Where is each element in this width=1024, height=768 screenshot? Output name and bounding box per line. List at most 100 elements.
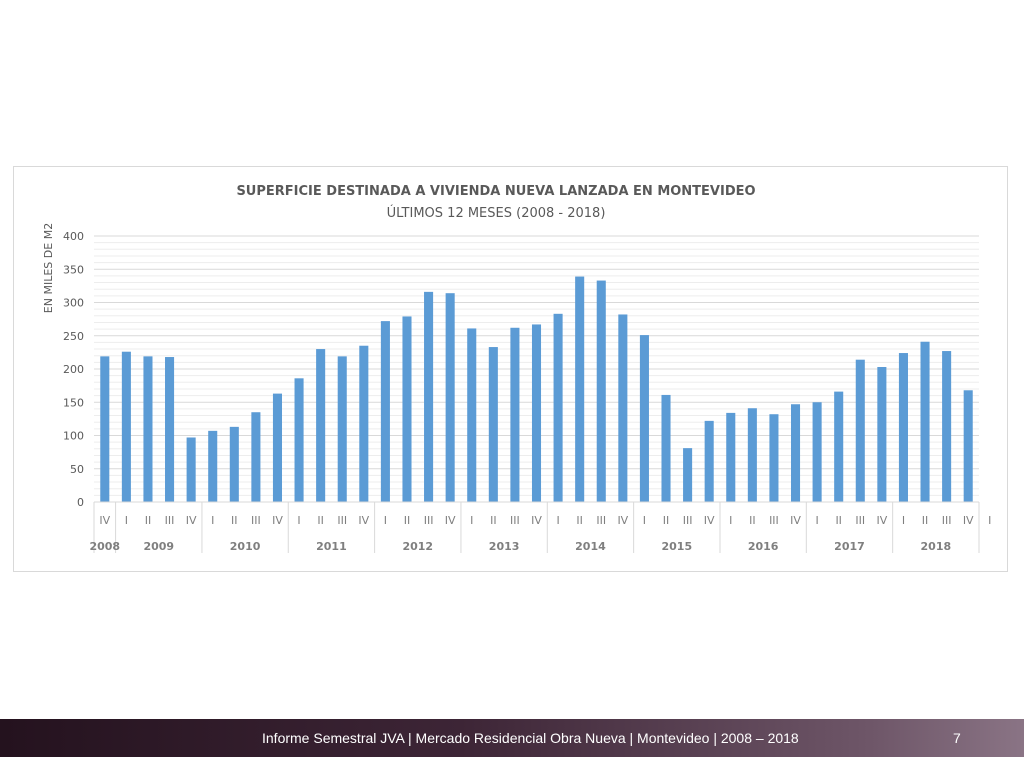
x-year-label: 2010 <box>230 540 261 553</box>
bar <box>769 414 779 502</box>
chart-container: SUPERFICIE DESTINADA A VIVIENDA NUEVA LA… <box>13 166 1009 572</box>
bar <box>251 412 261 502</box>
y-tick-label: 50 <box>70 463 84 476</box>
x-quarter-label: IV <box>790 514 801 527</box>
bar <box>855 359 865 502</box>
y-tick-label: 300 <box>63 297 84 310</box>
bar <box>445 293 455 502</box>
bar <box>488 347 498 502</box>
x-quarter-label: I <box>211 514 214 527</box>
bar <box>596 280 606 502</box>
chart-subtitle: ÚLTIMOS 12 MESES (2008 - 2018) <box>387 205 606 221</box>
x-quarter-label: II <box>231 514 238 527</box>
bar <box>639 335 649 502</box>
x-quarter-label: IV <box>704 514 715 527</box>
x-quarter-label: II <box>145 514 152 527</box>
chart-title: SUPERFICIE DESTINADA A VIVIENDA NUEVA LA… <box>236 184 755 199</box>
x-quarter-label: I <box>470 514 473 527</box>
x-year-label: 2014 <box>575 540 606 553</box>
x-quarter-label: IV <box>876 514 887 527</box>
y-axis-label: EN MILES DE M2 <box>42 223 55 313</box>
bar <box>186 437 196 502</box>
bar <box>402 316 412 502</box>
x-quarter-label: IV <box>531 514 542 527</box>
bar <box>661 394 671 502</box>
bar <box>683 448 693 502</box>
bar <box>121 351 131 502</box>
bar <box>510 327 520 502</box>
bar <box>920 341 930 502</box>
y-tick-label: 400 <box>63 230 84 243</box>
x-quarter-label: II <box>922 514 929 527</box>
y-tick-label: 150 <box>63 396 84 409</box>
x-quarter-label: II <box>749 514 756 527</box>
y-tick-label: 350 <box>63 263 84 276</box>
x-quarter-label: II <box>1008 514 1009 527</box>
bar <box>316 349 326 502</box>
x-quarter-label: I <box>643 514 646 527</box>
x-quarter-label: II <box>576 514 583 527</box>
bar <box>272 393 283 502</box>
bar <box>618 314 628 502</box>
x-quarter-label: III <box>165 514 175 527</box>
x-quarter-label: III <box>337 514 347 527</box>
x-year-label: 2017 <box>834 540 865 553</box>
bar <box>424 291 434 502</box>
x-quarter-label: IV <box>445 514 456 527</box>
bar <box>877 367 887 502</box>
bar <box>942 351 952 502</box>
bar <box>553 313 563 502</box>
y-tick-label: 200 <box>63 363 84 376</box>
bar <box>294 378 304 502</box>
y-tick-label: 100 <box>63 430 84 443</box>
x-quarter-label: I <box>125 514 128 527</box>
bar <box>100 356 110 502</box>
y-tick-label: 250 <box>63 330 84 343</box>
x-year-label: 2012 <box>402 540 433 553</box>
x-quarter-label: III <box>855 514 865 527</box>
x-quarter-label: IV <box>963 514 974 527</box>
x-year-label: 2013 <box>489 540 520 553</box>
x-quarter-label: III <box>769 514 779 527</box>
x-quarter-label: I <box>384 514 387 527</box>
x-year-label: 2018 <box>921 540 952 553</box>
x-quarter-label: IV <box>617 514 628 527</box>
x-year-label: 2016 <box>748 540 779 553</box>
bar <box>963 390 973 502</box>
x-year-label: 2015 <box>661 540 692 553</box>
x-quarter-label: IV <box>272 514 283 527</box>
x-quarter-label: II <box>490 514 497 527</box>
x-quarter-label: III <box>251 514 261 527</box>
x-quarter-label: III <box>942 514 952 527</box>
bar <box>143 356 153 502</box>
x-quarter-label: I <box>902 514 905 527</box>
x-quarter-label: III <box>424 514 434 527</box>
bar <box>380 321 390 502</box>
bar <box>898 353 908 502</box>
x-quarter-label: IV <box>99 514 110 527</box>
x-quarter-label: III <box>596 514 606 527</box>
x-quarter-label: II <box>835 514 842 527</box>
x-year-label: 2009 <box>143 540 174 553</box>
bar <box>812 402 822 502</box>
bar <box>208 430 218 502</box>
x-quarter-label: I <box>297 514 300 527</box>
footer-text: Informe Semestral JVA | Mercado Residenc… <box>262 730 799 746</box>
x-year-label: 2011 <box>316 540 347 553</box>
x-quarter-label: I <box>815 514 818 527</box>
bar <box>531 324 542 502</box>
footer-bar: Informe Semestral JVA | Mercado Residenc… <box>0 719 1024 757</box>
x-year-label: 2008 <box>89 540 120 553</box>
bar <box>359 345 369 502</box>
bar <box>575 276 585 502</box>
x-quarter-label: I <box>729 514 732 527</box>
x-quarter-label: II <box>404 514 411 527</box>
bar <box>337 356 347 502</box>
bar <box>790 404 801 502</box>
x-quarter-label: I <box>988 514 991 527</box>
bar <box>229 426 239 502</box>
y-tick-label: 0 <box>77 496 84 509</box>
x-quarter-label: II <box>663 514 670 527</box>
page-number: 7 <box>953 730 961 746</box>
bar-chart: SUPERFICIE DESTINADA A VIVIENDA NUEVA LA… <box>42 184 1009 553</box>
